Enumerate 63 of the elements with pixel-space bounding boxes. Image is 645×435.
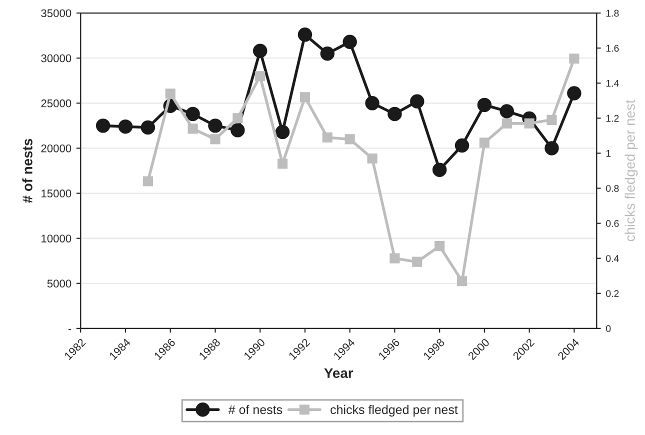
y2-tick-label: 0.4 bbox=[606, 255, 619, 262]
point bbox=[567, 86, 582, 100]
point bbox=[186, 106, 200, 122]
y-tick-label: - bbox=[68, 329, 72, 330]
point bbox=[477, 98, 492, 112]
point bbox=[344, 134, 355, 144]
point bbox=[322, 132, 332, 142]
point bbox=[434, 241, 445, 252]
legend-label: # of nests bbox=[228, 404, 282, 414]
y2-tick-label: 0.8 bbox=[606, 184, 619, 192]
y2-tick-label: 0 bbox=[606, 325, 611, 332]
y2-tick-label: 1.6 bbox=[606, 44, 619, 52]
point bbox=[390, 253, 400, 264]
y2-tick-label: 0.6 bbox=[606, 220, 619, 227]
point bbox=[524, 118, 534, 128]
y-axis-title: # of nests bbox=[22, 138, 32, 203]
point bbox=[500, 104, 514, 118]
point bbox=[188, 124, 198, 134]
point bbox=[502, 118, 512, 128]
x-axis-title: Year bbox=[324, 368, 354, 378]
point bbox=[252, 44, 268, 58]
point bbox=[479, 138, 490, 148]
y-tick-label: 30000 bbox=[41, 54, 72, 62]
point bbox=[232, 113, 243, 124]
point bbox=[275, 124, 290, 140]
point bbox=[210, 134, 220, 144]
point bbox=[454, 138, 470, 153]
point bbox=[432, 162, 447, 177]
y-tick-label: 15000 bbox=[42, 190, 72, 198]
y-tick-label: 20000 bbox=[41, 144, 72, 152]
point bbox=[298, 28, 312, 42]
point bbox=[569, 54, 580, 64]
y-tick-label: 35000 bbox=[41, 9, 72, 18]
point bbox=[118, 119, 133, 134]
point bbox=[546, 114, 557, 125]
y-tick-label: 25000 bbox=[41, 99, 72, 108]
y-tick-label: 5000 bbox=[47, 280, 72, 288]
y2-tick-label: 0.2 bbox=[606, 290, 619, 297]
y2-axis-title: chicks fledged per nest bbox=[624, 100, 638, 242]
y2-tick-label: 1 bbox=[606, 150, 611, 157]
point bbox=[208, 118, 222, 133]
point bbox=[278, 158, 288, 169]
y2-tick-label: 1.2 bbox=[606, 114, 619, 122]
point bbox=[140, 120, 156, 135]
point bbox=[410, 94, 424, 108]
point bbox=[300, 92, 310, 102]
point bbox=[96, 118, 110, 133]
point bbox=[388, 106, 402, 122]
y2-tick-label: 1.4 bbox=[606, 80, 619, 87]
point bbox=[456, 276, 468, 286]
point bbox=[365, 96, 380, 110]
point bbox=[342, 34, 357, 49]
point bbox=[544, 141, 559, 156]
point bbox=[142, 176, 153, 186]
point bbox=[255, 71, 266, 82]
point bbox=[367, 153, 378, 164]
y2-tick-label: 1.8 bbox=[606, 10, 619, 17]
point bbox=[230, 123, 245, 138]
y-tick-label: 10000 bbox=[42, 234, 72, 242]
point bbox=[165, 88, 176, 99]
legend-label: chicks fledged per nest bbox=[330, 404, 458, 417]
point bbox=[320, 46, 335, 61]
point bbox=[412, 256, 422, 267]
